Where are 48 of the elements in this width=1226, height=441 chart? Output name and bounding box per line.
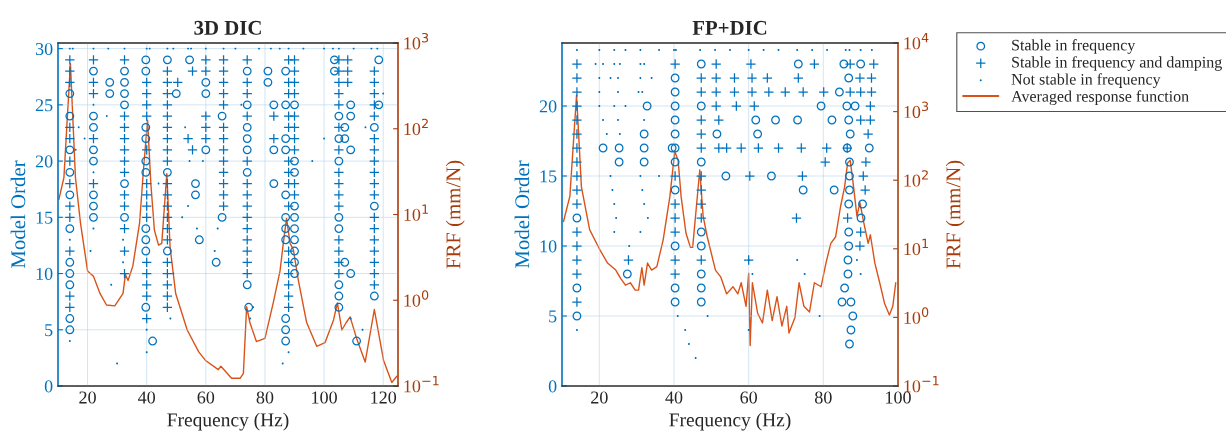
legend-label: Averaged response function [1011,90,1189,106]
y2-tick-label: 10$^{1}$ [904,238,928,256]
y-tick-label: 20 [539,100,557,113]
y-axis-title: Model Order [514,160,530,268]
y2-tick-label: 10$^{3}$ [904,101,929,119]
chart-title: 3D DIC [194,20,261,35]
y2-tick-label: 10$^{2}$ [904,170,928,187]
y2-tick-label: 10$^{−1}$ [904,376,939,393]
y-tick-label: 5 [549,310,557,323]
y-axis-title: Model Order [10,160,26,268]
x-tick-label: 40 [665,391,683,404]
line-series [58,62,398,384]
chart-title: FP+DIC [692,20,767,35]
x-tick-label: 60 [740,391,758,404]
y2-tick-label: 10$^{2}$ [404,118,428,136]
y2-axis-title: FRF (mm/N) [445,160,465,269]
y2-tick-label: 10$^{0}$ [904,307,929,324]
y2-tick-label: 10$^{−1}$ [404,376,439,393]
y-tick-label: 30 [35,42,53,56]
x-tick-label: 100 [312,391,337,404]
y-tick-label: 25 [35,99,53,112]
legend-label: Not stable in frequency [1011,73,1161,88]
y-tick-label: 0 [548,380,557,393]
x-tick-label: 80 [256,391,274,404]
y2-axis-title: FRF (mm/N) [945,160,965,269]
x-tick-label: 100 [886,391,911,404]
y-tick-label: 10 [36,267,53,280]
legend-label: Stable in frequency and damping [1012,56,1222,71]
x-tick-label: 20 [591,391,608,404]
x-axis-title: Frequency (Hz) [669,412,791,431]
x-tick-label: 60 [197,391,215,404]
y2-tick-label: 10$^{3}$ [404,32,429,50]
y2-tick-label: 10$^{0}$ [404,290,429,307]
x-tick-label: 120 [371,391,397,404]
legend-label: Stable in frequency [1012,39,1136,54]
line-series [562,94,897,347]
y-tick-label: 10 [540,240,557,253]
y-tick-label: 5 [45,324,53,337]
y-tick-label: 0 [44,380,53,393]
y-tick-label: 15 [540,170,557,183]
y2-tick-label: 10$^{1}$ [404,204,428,221]
y-tick-label: 15 [36,211,53,224]
x-tick-label: 20 [79,391,96,404]
x-tick-label: 80 [814,391,832,404]
y2-tick-label: 10$^{4}$ [904,33,929,50]
x-tick-label: 40 [138,391,156,404]
y-tick-label: 20 [35,155,53,168]
x-axis-title: Frequency (Hz) [167,412,289,431]
